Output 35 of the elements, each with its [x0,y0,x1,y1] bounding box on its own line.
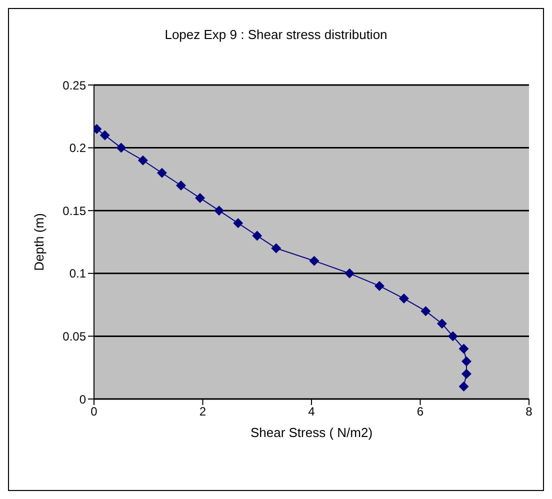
point [374,280,384,291]
x-tick-label: 2 [199,404,206,419]
y-tick-label: 0.25 [62,78,86,92]
point [214,206,224,216]
point [252,230,262,241]
point [344,268,355,278]
y-tick-label: 0.15 [62,204,86,218]
y-tick-label: 0.2 [69,141,86,156]
y-tick-label: 0.05 [62,329,86,344]
point [398,294,409,304]
point [100,130,110,140]
point [437,318,447,329]
point [138,155,148,166]
point [195,193,206,204]
point [309,256,320,266]
point [116,142,126,153]
point [448,331,458,342]
point [461,356,472,366]
x-tick-label: 6 [416,404,424,419]
point [271,243,282,254]
point [156,168,167,178]
x-tick-label: 4 [308,404,316,419]
x-tick-label: 8 [526,404,533,419]
point [458,344,469,354]
y-tick-label: 0 [79,392,86,406]
x-tick-label: 0 [90,404,98,419]
chart-title: Lopez Exp 9 : Shear stress distribution [164,27,388,42]
y-axis-title: Depth (m) [32,213,47,271]
y-tick-label: 0.1 [69,266,86,281]
point [420,306,431,316]
point [458,381,469,392]
point [233,218,244,228]
x-axis-title: Shear Stress ( N/m2) [250,425,373,440]
point [176,180,186,190]
point [461,368,472,379]
